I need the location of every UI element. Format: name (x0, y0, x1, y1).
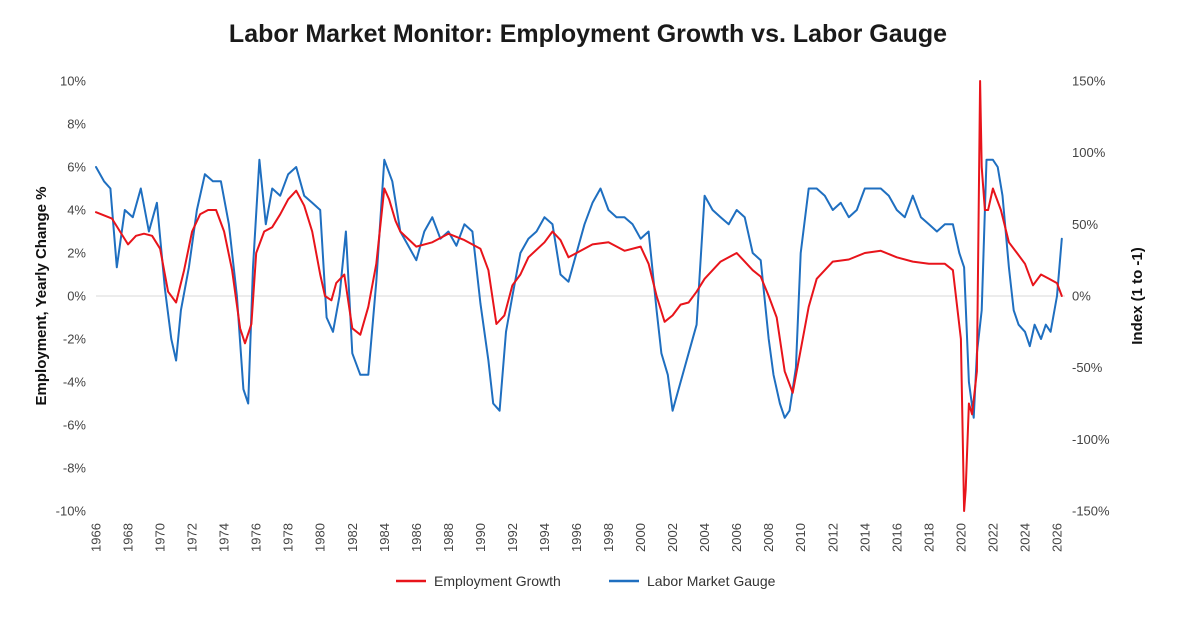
y-tick-label: -8% (63, 461, 87, 476)
y-tick-label: 0% (67, 289, 86, 304)
x-tick-label: 1982 (345, 523, 360, 552)
x-tick-label: 1998 (601, 523, 616, 552)
left-axis-ticks: 10% 8% 6% 4% 2% 0% -2% -4% -6% -8% -10% (56, 74, 87, 519)
x-tick-label: 1986 (409, 523, 424, 552)
x-tick-label: 2006 (729, 523, 744, 552)
x-tick-label: 2022 (985, 523, 1000, 552)
series-line-employment-growth (95, 80, 1063, 512)
x-tick-label: 1984 (377, 523, 392, 552)
x-tick-label: 1966 (89, 523, 104, 552)
x-tick-label: 2010 (793, 523, 808, 552)
x-tick-label: 2018 (921, 523, 936, 552)
y2-tick-label: 0% (1072, 289, 1091, 304)
x-tick-label: 1972 (185, 523, 200, 552)
y-tick-label: 6% (67, 160, 86, 175)
legend-label-labor-market-gauge: Labor Market Gauge (647, 573, 776, 589)
x-tick-label: 1996 (569, 523, 584, 552)
legend-label-employment-growth: Employment Growth (434, 573, 561, 589)
x-tick-label: 1980 (313, 523, 328, 552)
y2-tick-label: -150% (1072, 504, 1110, 519)
y2-tick-label: 150% (1072, 74, 1106, 89)
y2-tick-label: -100% (1072, 432, 1110, 447)
x-tick-label: 2008 (761, 523, 776, 552)
x-tick-label: 1968 (121, 523, 136, 552)
y-tick-label: 10% (60, 74, 86, 89)
y-tick-label: 8% (67, 117, 86, 132)
x-tick-label: 1992 (505, 523, 520, 552)
x-tick-label: 1976 (249, 523, 264, 552)
series-layer (95, 80, 1063, 512)
y2-tick-label: 100% (1072, 145, 1106, 160)
y-tick-label: 2% (67, 246, 86, 261)
x-tick-label: 1994 (537, 523, 552, 552)
y-axis-label: Employment, Yearly Change % (33, 187, 50, 406)
y-tick-label: 4% (67, 203, 86, 218)
x-tick-label: 2024 (1017, 523, 1032, 552)
right-axis-ticks: 150% 100% 50% 0% -50% -100% -150% (1072, 74, 1110, 519)
x-tick-label: 2020 (953, 523, 968, 552)
x-tick-label: 1990 (473, 523, 488, 552)
y-tick-label: -10% (56, 504, 87, 519)
x-tick-label: 2026 (1049, 523, 1064, 552)
y-tick-label: -6% (63, 418, 87, 433)
x-tick-label: 2012 (825, 523, 840, 552)
x-tick-label: 2004 (697, 523, 712, 552)
series-line-labor-market-gauge (95, 158, 1063, 419)
x-tick-label: 2002 (665, 523, 680, 552)
y2-tick-label: 50% (1072, 217, 1098, 232)
chart-title: Labor Market Monitor: Employment Growth … (229, 20, 947, 48)
x-tick-label: 1988 (441, 523, 456, 552)
x-tick-label: 2000 (633, 523, 648, 552)
y2-axis-label: Index (1 to -1) (1129, 247, 1146, 345)
x-tick-label: 2014 (857, 523, 872, 552)
x-tick-label: 1970 (153, 523, 168, 552)
x-tick-label: 1974 (217, 523, 232, 552)
legend: Employment Growth Labor Market Gauge (396, 573, 776, 589)
x-axis-ticks: 1966 1968 1970 1972 1974 1976 1978 1980 1982 1984… (89, 523, 1065, 552)
y2-tick-label: -50% (1072, 360, 1103, 375)
x-tick-label: 2016 (889, 523, 904, 552)
y-tick-label: -4% (63, 375, 87, 390)
x-tick-label: 1978 (281, 523, 296, 552)
y-tick-label: -2% (63, 332, 87, 347)
